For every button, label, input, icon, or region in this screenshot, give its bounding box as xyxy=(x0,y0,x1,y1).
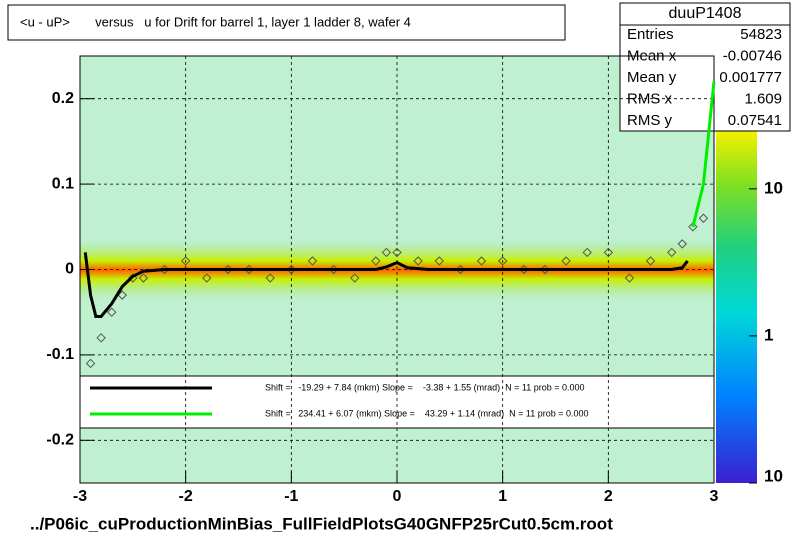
stats-title: duuP1408 xyxy=(669,5,742,22)
fit-curve xyxy=(83,252,689,318)
z-tick-label: 10 xyxy=(764,466,783,485)
x-tick-label: 3 xyxy=(710,488,719,505)
profile-point xyxy=(202,273,212,283)
profile-point xyxy=(476,256,487,266)
y-tick-label: -0.1 xyxy=(46,346,74,363)
y-tick-label: 0.1 xyxy=(52,175,74,192)
legend-label: Shift = -19.29 + 7.84 (mkm) Slope = -3.3… xyxy=(265,382,585,392)
profile-point xyxy=(561,256,571,266)
stats-value: 0.001777 xyxy=(719,69,782,86)
profile-point xyxy=(677,239,688,249)
stats-value: 0.07541 xyxy=(728,112,782,129)
profile-point xyxy=(434,256,444,266)
y-tick-label: 0.2 xyxy=(52,90,74,107)
legend-label: Shift = 234.41 + 6.07 (mkm) Slope = 43.2… xyxy=(265,408,589,418)
x-tick-label: -2 xyxy=(179,488,193,505)
profile-point xyxy=(624,273,635,283)
title-box xyxy=(7,4,566,41)
profile-point xyxy=(117,290,127,300)
profile-point xyxy=(307,256,318,266)
x-tick-label: 0 xyxy=(393,488,402,505)
profile-point xyxy=(603,247,614,258)
profile-point xyxy=(128,273,138,283)
fit-curve xyxy=(691,81,716,228)
plot-frame xyxy=(79,55,715,484)
y-tick-label: 0 xyxy=(65,261,74,278)
x-tick-label: 2 xyxy=(604,488,613,505)
profile-point xyxy=(85,358,96,369)
chart-title: <u - uP> versus u for Drift for barrel 1… xyxy=(20,14,411,29)
profile-point xyxy=(106,307,117,317)
stats-label: RMS y xyxy=(627,112,673,129)
stats-value: 54823 xyxy=(740,26,782,43)
profile-point xyxy=(582,247,592,258)
z-tick-label: 1 xyxy=(764,325,773,344)
profile-point xyxy=(698,213,709,223)
stats-box xyxy=(619,2,791,132)
profile-point xyxy=(180,256,191,266)
x-tick-label: -1 xyxy=(284,488,298,505)
stats-label: Mean y xyxy=(627,69,677,86)
profile-point xyxy=(497,256,508,266)
profile-point xyxy=(688,222,698,232)
profile-point xyxy=(392,247,402,258)
profile-point xyxy=(96,333,106,343)
stats-label: RMS x xyxy=(627,90,673,107)
stats-value: -0.00746 xyxy=(723,47,782,64)
profile-point xyxy=(667,247,677,258)
z-tick-label: 10 xyxy=(764,178,783,197)
x-tick-label: 1 xyxy=(498,488,507,505)
profile-point xyxy=(413,256,423,266)
x-tick-label: -3 xyxy=(73,488,87,505)
stats-value: 1.609 xyxy=(744,90,782,107)
profile-point xyxy=(350,273,360,283)
profile-point xyxy=(371,256,381,266)
profile-point xyxy=(645,256,656,266)
footer: ../P06ic_cuProductionMinBias_FullFieldPl… xyxy=(30,514,613,533)
profile-point xyxy=(381,247,392,258)
profile-point xyxy=(265,273,275,283)
y-tick-label: -0.2 xyxy=(46,432,74,449)
profile-point xyxy=(138,273,149,283)
stats-label: Entries xyxy=(627,26,674,43)
